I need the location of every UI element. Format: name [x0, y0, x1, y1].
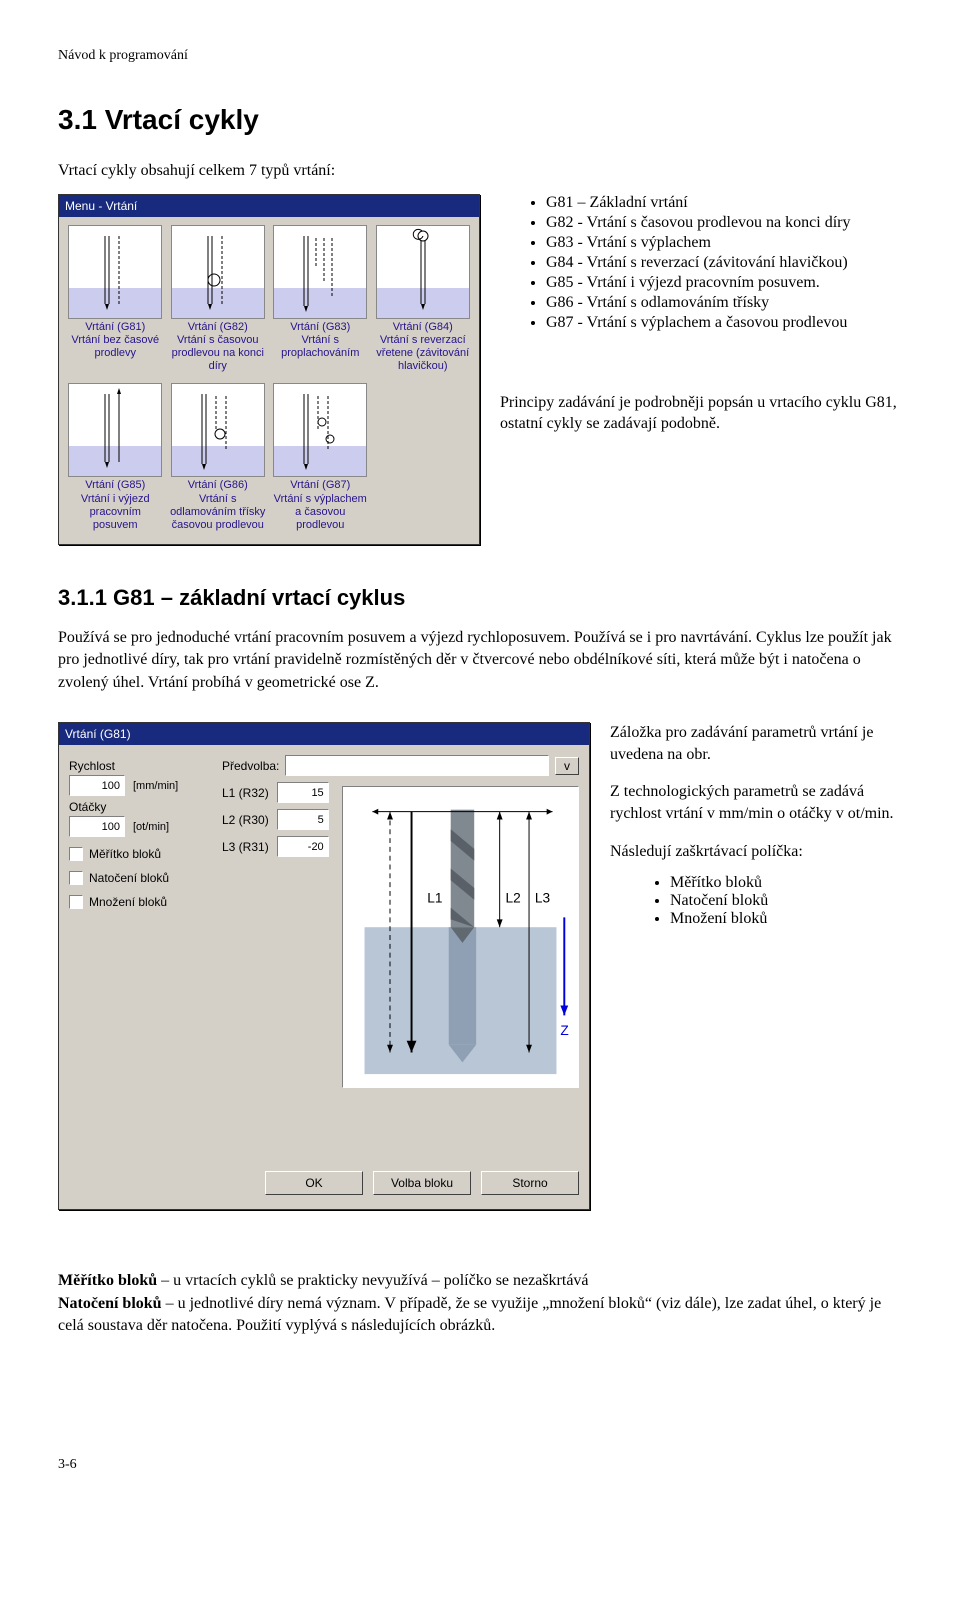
fig-l3-label: L3 [535, 891, 551, 906]
bullet-item: G84 - Vrtání s reverzací (závitování hla… [546, 254, 902, 272]
thumb-g81[interactable] [68, 225, 162, 319]
thumb-g84[interactable] [376, 225, 470, 319]
menu-thumb-grid: Vrtání (G81)Vrtání bez časové prodlevy V… [59, 217, 479, 545]
thumb-caption: Vrtání (G86)Vrtání s odlamováním třísky … [170, 477, 267, 536]
bullet-item: G83 - Vrtání s výplachem [546, 234, 902, 252]
menu-titlebar: Menu - Vrtání [59, 195, 479, 217]
otacky-label: Otáčky [69, 800, 204, 814]
l3-input[interactable]: -20 [277, 836, 329, 857]
rychlost-label: Rychlost [69, 759, 204, 773]
volba-bloku-button[interactable]: Volba bloku [373, 1171, 471, 1195]
l3-label: L3 (R31) [222, 840, 269, 854]
thumb-g82[interactable] [171, 225, 265, 319]
menu-window: Menu - Vrtání Vrtání (G81)Vrtání bez čas… [58, 194, 480, 546]
bullet-item: Měřítko bloků [670, 874, 902, 892]
fig-l2-label: L2 [506, 891, 521, 906]
right-p1: Záložka pro zadávání parametrů vrtání je… [610, 722, 902, 765]
thumb-g85[interactable] [68, 383, 162, 477]
bullet-item: G85 - Vrtání i výjezd pracovním posuvem. [546, 274, 902, 292]
thumb-caption: Vrtání (G82)Vrtání s časovou prodlevou n… [170, 319, 267, 378]
fig-l1-label: L1 [427, 891, 442, 906]
l1-label: L1 (R32) [222, 786, 269, 800]
bullet-item: G86 - Vrtání s odlamováním třísky [546, 294, 902, 312]
thumb-caption: Vrtání (G83)Vrtání s proplachováním [272, 319, 369, 365]
thumb-caption: Vrtání (G81)Vrtání bez časové prodlevy [67, 319, 164, 365]
thumb-g87[interactable] [273, 383, 367, 477]
predvolba-input[interactable] [285, 755, 549, 776]
cycle-bullet-list: G81 – Základní vrtání G82 - Vrtání s čas… [500, 194, 902, 332]
chk-meritko[interactable]: Měřítko bloků [69, 847, 204, 861]
right-p3: Následují zaškrtávací políčka: [610, 841, 902, 863]
thumb-caption: Vrtání (G84)Vrtání s reverzací vřetene (… [375, 319, 472, 378]
checkbox-bullets: Měřítko bloků Natočení bloků Množení blo… [610, 874, 902, 928]
tail-b2: Natočení bloků [58, 1295, 162, 1312]
running-head: Návod k programování [58, 48, 902, 64]
otacky-input[interactable]: 100 [69, 816, 125, 837]
otacky-unit: [ot/min] [133, 821, 169, 833]
rychlost-unit: [mm/min] [133, 780, 178, 792]
chk-mnozeni[interactable]: Množení bloků [69, 895, 204, 909]
storno-button[interactable]: Storno [481, 1171, 579, 1195]
subsection-heading: 3.1.1 G81 – základní vrtací cyklus [58, 585, 902, 611]
bullet-item: Množení bloků [670, 910, 902, 928]
dialog-titlebar: Vrtání (G81) [59, 723, 589, 745]
l2-input[interactable]: 5 [277, 809, 329, 830]
bullet-item: G87 - Vrtání s výplachem a časovou prodl… [546, 314, 902, 332]
fig-z-label: Z [560, 1023, 568, 1038]
bullet-item: G82 - Vrtání s časovou prodlevou na konc… [546, 214, 902, 232]
g81-preview: L1 L2 L3 [342, 786, 579, 1088]
predvolba-dropdown-button[interactable]: v [555, 757, 579, 775]
thumb-caption: Vrtání (G85)Vrtání i výjezd pracovním po… [67, 477, 164, 536]
dialog-title: Vrtání (G81) [65, 727, 131, 741]
ok-button[interactable]: OK [265, 1171, 363, 1195]
g81-dialog: Vrtání (G81) Rychlost 100 [mm/min] Otáčk… [58, 722, 590, 1210]
right-p2: Z technologických parametrů se zadává ry… [610, 781, 902, 824]
rychlost-input[interactable]: 100 [69, 775, 125, 796]
l2-label: L2 (R30) [222, 813, 269, 827]
bullet-item: Natočení bloků [670, 892, 902, 910]
page-number: 3-6 [58, 1457, 902, 1473]
thumb-caption: Vrtání (G87)Vrtání s výplachem a časovou… [272, 477, 369, 536]
bullet-item: G81 – Základní vrtání [546, 194, 902, 212]
intro-paragraph: Vrtací cykly obsahují celkem 7 typů vrtá… [58, 160, 902, 182]
menu-title: Menu - Vrtání [65, 199, 137, 213]
subsection-paragraph: Používá se pro jednoduché vrtání pracovn… [58, 627, 902, 694]
chk-natoceni[interactable]: Natočení bloků [69, 871, 204, 885]
l1-input[interactable]: 15 [277, 782, 329, 803]
thumb-g83[interactable] [273, 225, 367, 319]
thumb-g86[interactable] [171, 383, 265, 477]
tail-b1: Měřítko bloků [58, 1272, 157, 1289]
principles-paragraph: Principy zadávání je podrobněji popsán u… [500, 392, 902, 435]
section-heading: 3.1 Vrtací cykly [58, 104, 902, 136]
predvolba-label: Předvolba: [222, 759, 279, 773]
